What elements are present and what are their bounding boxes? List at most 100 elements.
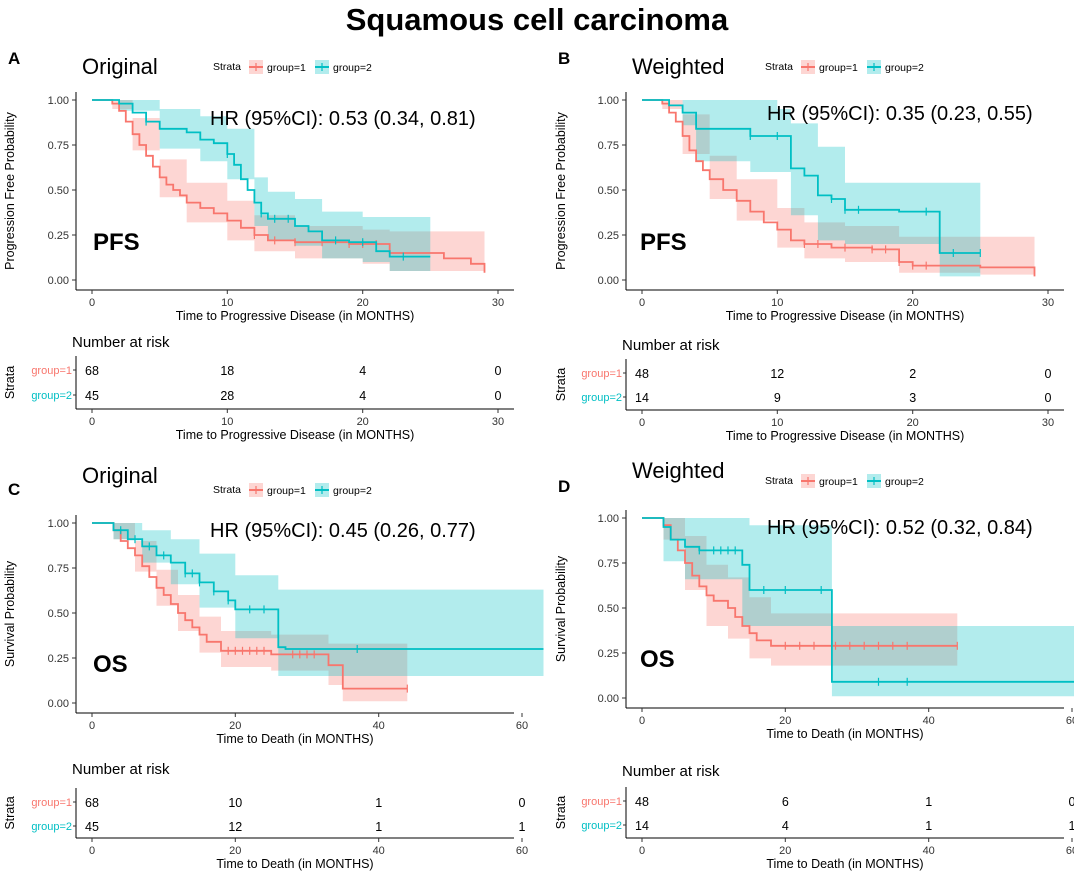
x-tick-label: 0 [89, 720, 95, 732]
survival-curve-2 [92, 99, 431, 258]
panel-letter: A [8, 49, 20, 68]
x-axis-label: Time to Death (in MONTHS) [216, 732, 373, 746]
risk-count: 4 [359, 364, 366, 378]
x-tick-label: 0 [89, 297, 95, 309]
risk-x-tick-label: 60 [516, 845, 528, 857]
risk-x-tick-label: 30 [492, 416, 504, 428]
risk-count: 45 [85, 389, 99, 403]
ci-band-1 [642, 518, 958, 666]
legend-title: Strata [213, 61, 241, 73]
y-tick-label: 0.00 [598, 275, 619, 287]
risk-count: 1 [375, 820, 382, 834]
risk-count: 0 [1045, 391, 1052, 405]
risk-count: 0 [495, 364, 502, 378]
x-tick-label: 30 [492, 297, 504, 309]
y-tick-label: 0.00 [48, 275, 69, 287]
y-axis-label: Survival Probability [554, 555, 568, 662]
x-tick-label: 40 [923, 715, 935, 727]
risk-table-title: Number at risk [622, 763, 720, 780]
x-tick-label: 0 [639, 297, 645, 309]
legend-title: Strata [765, 61, 793, 73]
risk-count: 4 [359, 389, 366, 403]
x-tick-label: 40 [373, 720, 385, 732]
risk-count: 14 [635, 391, 649, 405]
risk-row-label: group=2 [31, 390, 72, 402]
ci-band-1 [92, 100, 485, 279]
legend-label-1: group=1 [267, 485, 306, 497]
x-tick-label: 60 [1066, 715, 1074, 727]
legend-label-2: group=2 [333, 62, 372, 74]
ci-band-2 [92, 100, 431, 271]
panel-subtitle: Weighted [632, 458, 725, 483]
y-tick-label: 0.50 [598, 603, 619, 615]
risk-x-tick-label: 20 [907, 417, 919, 429]
panel-letter: C [8, 480, 20, 499]
risk-count: 18 [220, 364, 234, 378]
ci-band-2 [642, 518, 1074, 697]
risk-row-label: group=1 [581, 796, 622, 808]
risk-row-label: group=2 [581, 392, 622, 404]
risk-x-tick-label: 20 [779, 845, 791, 857]
risk-x-axis-label: Time to Death (in MONTHS) [216, 857, 373, 871]
risk-x-tick-label: 40 [923, 845, 935, 857]
risk-count: 0 [519, 796, 526, 810]
risk-x-tick-label: 0 [639, 845, 645, 857]
risk-x-tick-label: 10 [771, 417, 783, 429]
survival-curve-2 [642, 99, 981, 254]
legend-label-2: group=2 [333, 485, 372, 497]
x-axis-label: Time to Death (in MONTHS) [766, 727, 923, 741]
risk-table-strata-label: Strata [3, 796, 17, 829]
y-tick-label: 1.00 [48, 95, 69, 107]
x-tick-label: 60 [516, 720, 528, 732]
ci-band-1 [642, 100, 1035, 279]
x-tick-label: 10 [771, 297, 783, 309]
legend-label-1: group=1 [819, 62, 858, 74]
risk-count: 1 [375, 796, 382, 810]
risk-table-strata-label: Strata [554, 368, 568, 401]
y-tick-label: 1.00 [598, 513, 619, 525]
risk-table-strata-label: Strata [554, 796, 568, 829]
endpoint-label: PFS [93, 229, 140, 256]
risk-count: 9 [774, 391, 781, 405]
legend: Strata group=1 group=2 [213, 483, 372, 497]
endpoint-label: OS [93, 651, 128, 678]
risk-x-tick-label: 0 [89, 416, 95, 428]
ci-band-2 [92, 523, 544, 678]
legend-label-1: group=1 [819, 476, 858, 488]
hazard-ratio-annotation: HR (95%CI): 0.45 (0.26, 0.77) [210, 520, 476, 542]
legend-title: Strata [765, 475, 793, 487]
x-tick-label: 20 [229, 720, 241, 732]
risk-row-label: group=2 [31, 821, 72, 833]
y-tick-label: 1.00 [598, 95, 619, 107]
y-tick-label: 0.00 [48, 698, 69, 710]
risk-count: 2 [909, 367, 916, 381]
x-tick-label: 10 [221, 297, 233, 309]
y-tick-label: 0.25 [598, 648, 619, 660]
risk-row-label: group=1 [31, 365, 72, 377]
y-tick-label: 0.75 [598, 140, 619, 152]
survival-curve-2 [92, 522, 544, 650]
risk-table: Number at risk Strata group=1 48 6 1 0 group=2 1… [554, 763, 1074, 871]
risk-x-axis-label: Time to Progressive Disease (in MONTHS) [726, 429, 964, 443]
risk-x-axis-label: Time to Progressive Disease (in MONTHS) [176, 428, 414, 442]
risk-count: 0 [1045, 367, 1052, 381]
risk-x-tick-label: 0 [89, 845, 95, 857]
x-tick-label: 30 [1042, 297, 1054, 309]
risk-count: 12 [770, 367, 784, 381]
survival-curve-1 [92, 522, 408, 690]
risk-count: 0 [1069, 795, 1074, 809]
legend-label-2: group=2 [885, 476, 924, 488]
risk-x-tick-label: 60 [1066, 845, 1074, 857]
risk-count: 48 [635, 795, 649, 809]
figure-title: Squamous cell carcinoma [345, 2, 729, 37]
panel-a: A Original Strata group=1 group=2 Progression… [3, 49, 514, 442]
y-tick-label: 0.00 [598, 693, 619, 705]
risk-count: 1 [925, 819, 932, 833]
panel-subtitle: Weighted [632, 54, 725, 79]
hazard-ratio-annotation: HR (95%CI): 0.52 (0.32, 0.84) [767, 517, 1033, 539]
risk-x-tick-label: 20 [357, 416, 369, 428]
risk-x-tick-label: 10 [221, 416, 233, 428]
